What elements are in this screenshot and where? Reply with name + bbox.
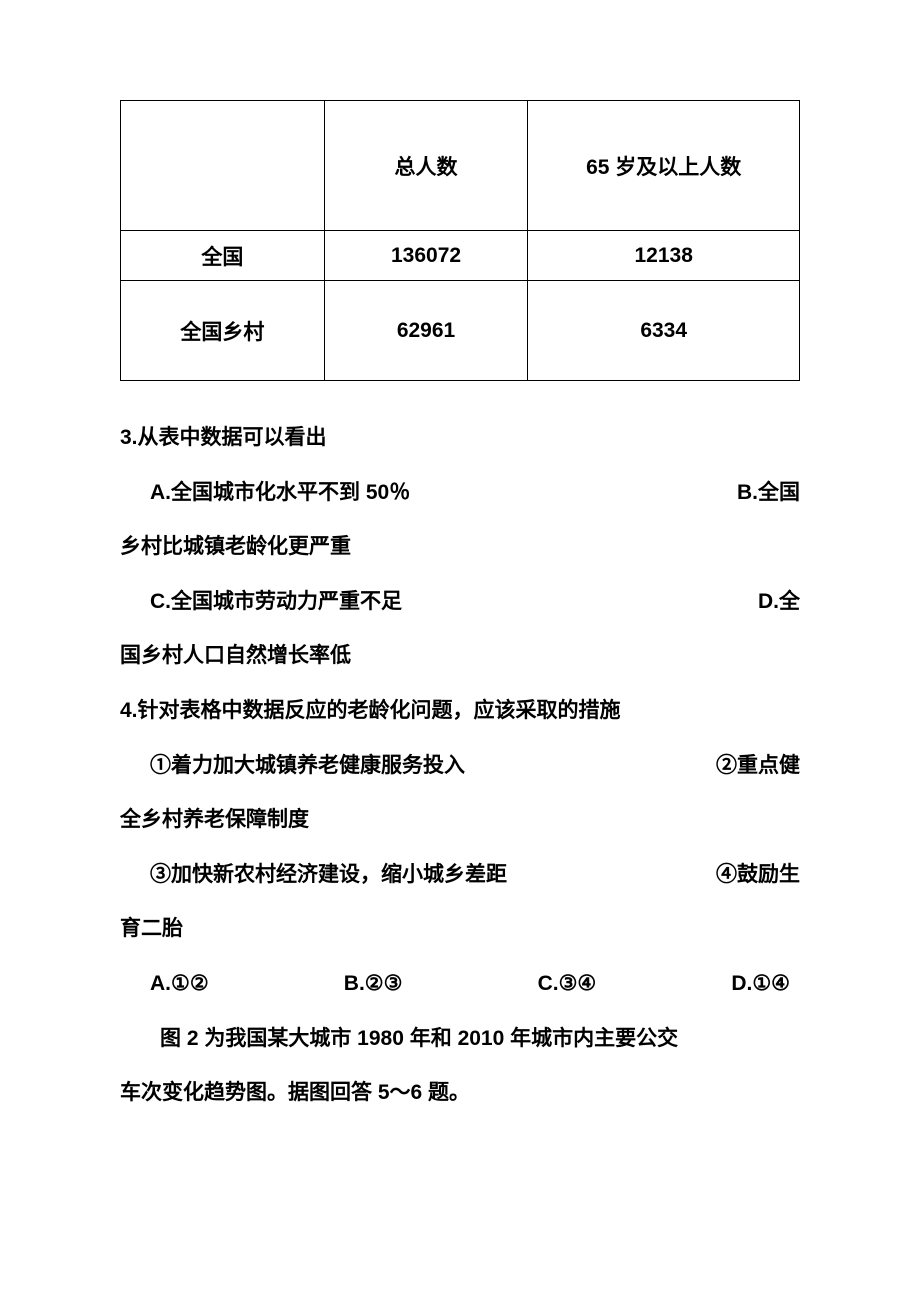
q3-option-c: C.全国城市劳动力严重不足 — [150, 575, 758, 630]
table-row: 全国 136072 12138 — [121, 231, 800, 281]
q4-item-4-part1: ④鼓励生 — [716, 848, 800, 903]
q3-option-d-part1: D.全 — [758, 575, 800, 630]
q3-option-a: A.全国城市化水平不到 50％ — [150, 466, 737, 521]
row-label-rural: 全国乡村 — [121, 281, 325, 381]
row-elderly-national: 12138 — [528, 231, 800, 281]
q3-option-d-part2: 国乡村人口自然增长率低 — [120, 629, 800, 684]
q3-option-row-ab: A.全国城市化水平不到 50％ B.全国 — [120, 466, 800, 521]
header-elderly: 65 岁及以上人数 — [528, 101, 800, 231]
q4-stem: 4.针对表格中数据反应的老龄化问题，应该采取的措施 — [120, 684, 800, 739]
figure-intro-line2: 车次变化趋势图。据图回答 5～6 题。 — [120, 1066, 800, 1121]
q4-option-d: D.①④ — [731, 957, 790, 1012]
figure-intro-line1: 图 2 为我国某大城市 1980 年和 2010 年城市内主要公交 — [120, 1012, 800, 1067]
q4-item-3: ③加快新农村经济建设，缩小城乡差距 — [150, 848, 716, 903]
q4-item-2-part2: 全乡村养老保障制度 — [120, 793, 800, 848]
q3-option-b-part2: 乡村比城镇老龄化更严重 — [120, 520, 800, 575]
population-table: 总人数 65 岁及以上人数 全国 136072 12138 全国乡村 62961… — [120, 100, 800, 381]
q4-item-1: ①着力加大城镇养老健康服务投入 — [150, 739, 716, 794]
q4-option-b: B.②③ — [344, 957, 403, 1012]
q4-option-c: C.③④ — [538, 957, 597, 1012]
row-total-national: 136072 — [324, 231, 528, 281]
row-label-national: 全国 — [121, 231, 325, 281]
q4-item-row-12: ①着力加大城镇养老健康服务投入 ②重点健 — [120, 739, 800, 794]
q4-item-row-34: ③加快新农村经济建设，缩小城乡差距 ④鼓励生 — [120, 848, 800, 903]
q4-option-a: A.①② — [150, 957, 209, 1012]
q3-option-row-cd: C.全国城市劳动力严重不足 D.全 — [120, 575, 800, 630]
header-total: 总人数 — [324, 101, 528, 231]
row-elderly-rural: 6334 — [528, 281, 800, 381]
table-header-row: 总人数 65 岁及以上人数 — [121, 101, 800, 231]
q4-item-2-part1: ②重点健 — [716, 739, 800, 794]
q4-options-row: A.①② B.②③ C.③④ D.①④ — [120, 957, 800, 1012]
q3-stem: 3.从表中数据可以看出 — [120, 411, 800, 466]
questions-content: 3.从表中数据可以看出 A.全国城市化水平不到 50％ B.全国 乡村比城镇老龄… — [120, 411, 800, 1121]
table-row: 全国乡村 62961 6334 — [121, 281, 800, 381]
row-total-rural: 62961 — [324, 281, 528, 381]
q4-item-4-part2: 育二胎 — [120, 902, 800, 957]
q3-option-b-part1: B.全国 — [737, 466, 800, 521]
header-blank — [121, 101, 325, 231]
